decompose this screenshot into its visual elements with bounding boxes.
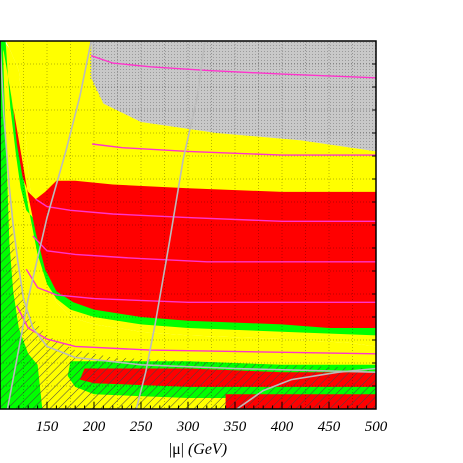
- x-tick-label: 350: [223, 419, 247, 435]
- x-tick-label: 250: [130, 419, 153, 435]
- x-axis-title: |μ| (GeV): [169, 441, 227, 458]
- contour-gray-line-3: [236, 367, 376, 409]
- region-red: [11, 88, 376, 328]
- x-tick-label: 400: [271, 419, 294, 435]
- x-axis-unit: (GeV): [188, 441, 227, 458]
- contour-layer: [0, 41, 376, 409]
- contour-gray-curve-left: [0, 41, 376, 373]
- hatch-layer: [0, 96, 376, 409]
- contour-magenta-4: [32, 235, 376, 263]
- ticks-layer: [0, 40, 377, 410]
- x-tick-label: 500: [365, 419, 388, 435]
- x-tick-label: 300: [176, 419, 200, 435]
- x-axis-label: |μ|: [169, 441, 184, 458]
- contour-gray-line-2: [135, 41, 206, 409]
- region-gray-texture: [89, 41, 376, 152]
- contour-magenta-3: [35, 198, 376, 223]
- gray-texture-layer: [89, 41, 376, 152]
- x-tick-label: 150: [36, 419, 59, 435]
- grid-layer: [0, 41, 376, 409]
- plot-area: [0, 41, 376, 409]
- x-tick-label: 450: [318, 419, 341, 435]
- x-tick-label: 200: [83, 419, 106, 435]
- contour-magenta-5: [25, 268, 376, 303]
- contour-magenta-6: [16, 305, 376, 355]
- hatched-hatch-lower-left: [0, 96, 376, 409]
- contour-magenta-2: [92, 143, 376, 156]
- tick-labels-layer: 150 200 250 300 350 400 450 500: [36, 419, 388, 435]
- contour-gray-line-1: [6, 41, 92, 409]
- contour-magenta-1: [90, 55, 376, 79]
